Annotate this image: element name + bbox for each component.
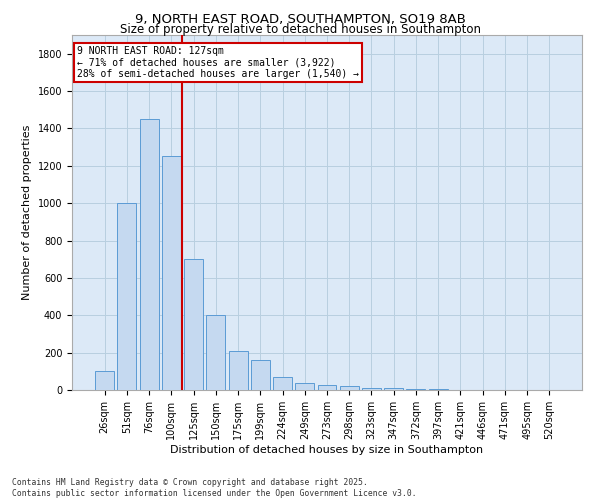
Bar [140,119,158,390]
Bar [118,203,136,390]
Y-axis label: Number of detached properties: Number of detached properties [22,125,32,300]
Bar [384,388,403,390]
Text: 9 NORTH EAST ROAD: 127sqm
← 71% of detached houses are smaller (3,922)
28% of se: 9 NORTH EAST ROAD: 127sqm ← 71% of detac… [77,46,359,79]
Text: Size of property relative to detached houses in Southampton: Size of property relative to detached ho… [119,22,481,36]
Bar [229,351,248,390]
Bar [406,389,425,390]
Bar [317,386,337,390]
Text: 9, NORTH EAST ROAD, SOUTHAMPTON, SO19 8AB: 9, NORTH EAST ROAD, SOUTHAMPTON, SO19 8A… [134,12,466,26]
Text: Contains HM Land Registry data © Crown copyright and database right 2025.
Contai: Contains HM Land Registry data © Crown c… [12,478,416,498]
Bar [162,156,181,390]
Bar [184,259,203,390]
X-axis label: Distribution of detached houses by size in Southampton: Distribution of detached houses by size … [170,444,484,454]
Bar [251,360,270,390]
Bar [273,377,292,390]
Bar [362,388,381,390]
Bar [340,386,359,390]
Bar [206,316,225,390]
Bar [295,382,314,390]
Bar [429,389,448,390]
Bar [95,372,114,390]
